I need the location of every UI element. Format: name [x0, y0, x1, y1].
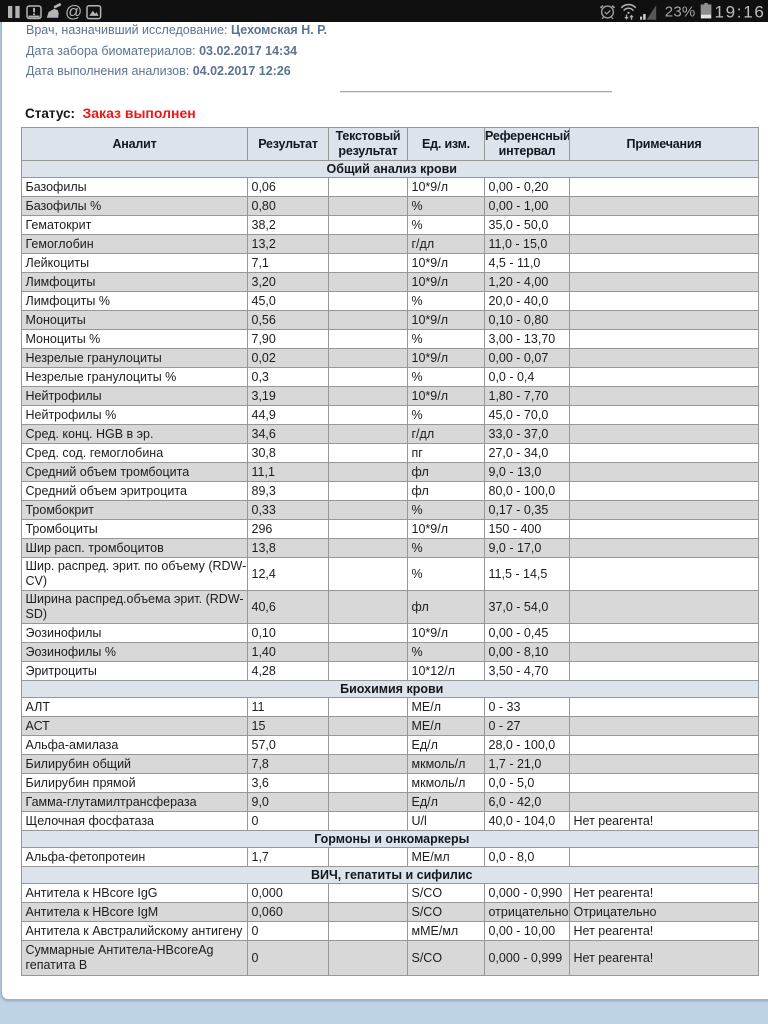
svg-text:@: @ [65, 2, 82, 21]
svg-text:23%: 23% [665, 4, 696, 21]
svg-text:19:16: 19:16 [715, 2, 766, 21]
